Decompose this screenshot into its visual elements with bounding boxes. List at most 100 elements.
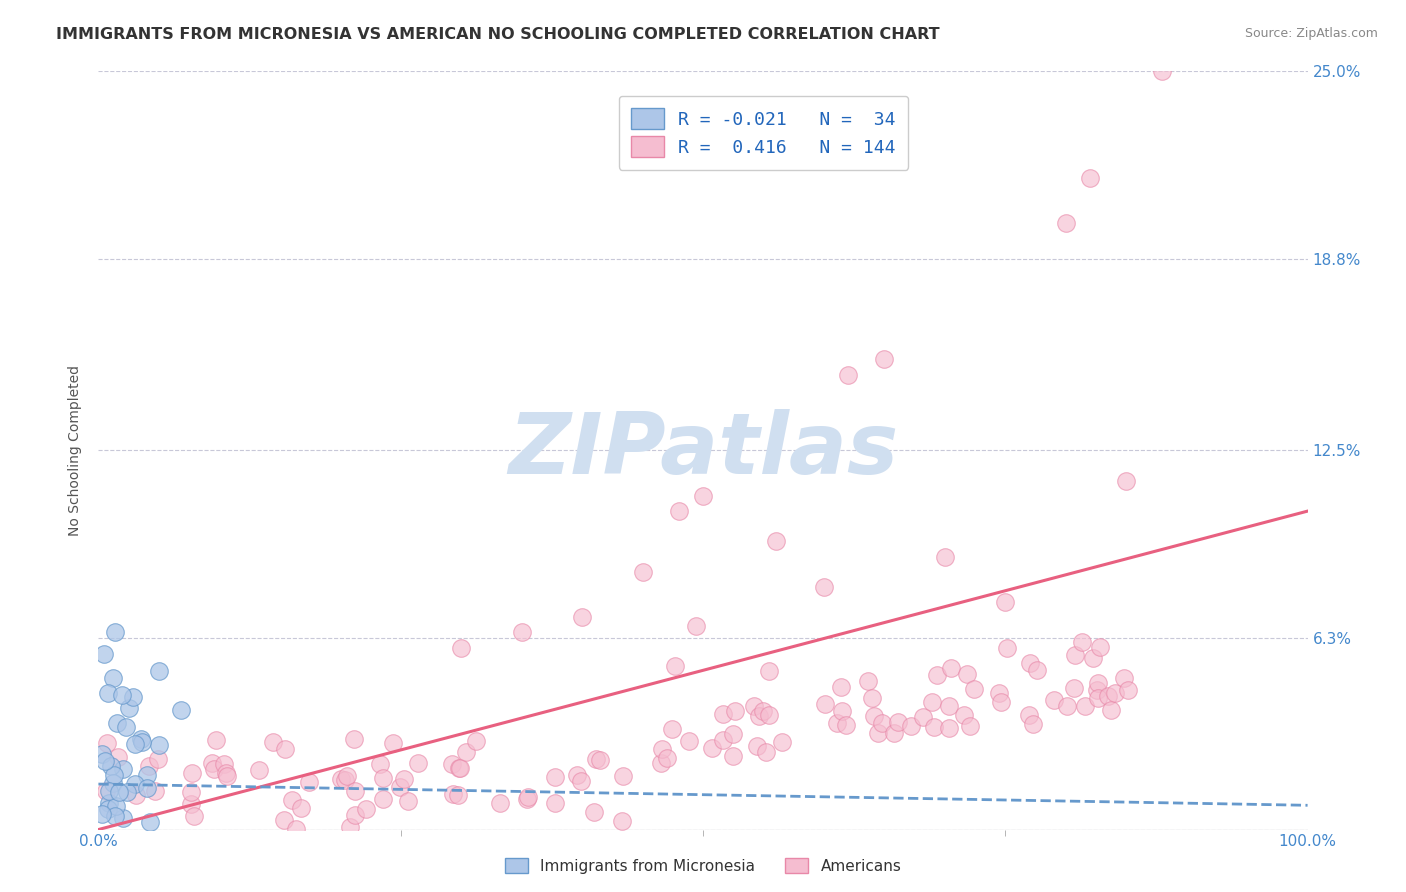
Point bbox=[91, 807, 114, 822]
Point bbox=[565, 768, 588, 782]
Point bbox=[938, 698, 960, 713]
Point bbox=[371, 772, 394, 786]
Point bbox=[664, 659, 686, 673]
Point bbox=[101, 671, 124, 685]
Point bbox=[758, 708, 780, 723]
Point bbox=[454, 746, 477, 760]
Point bbox=[589, 753, 612, 767]
Point bbox=[284, 822, 307, 837]
Point bbox=[1026, 664, 1049, 678]
Point bbox=[122, 690, 145, 705]
Point bbox=[1021, 716, 1043, 731]
Point bbox=[96, 736, 118, 750]
Point bbox=[212, 756, 235, 771]
Point bbox=[516, 791, 538, 805]
Point bbox=[392, 772, 415, 786]
Point bbox=[1087, 690, 1109, 705]
Point bbox=[488, 796, 510, 810]
Point bbox=[356, 802, 378, 816]
Point bbox=[1097, 690, 1119, 704]
Point bbox=[834, 718, 856, 732]
Point bbox=[96, 784, 118, 798]
Point bbox=[510, 625, 533, 640]
Point bbox=[1063, 681, 1085, 695]
Point bbox=[631, 565, 654, 579]
Point bbox=[1116, 682, 1139, 697]
Point bbox=[180, 785, 202, 799]
Point bbox=[1070, 635, 1092, 649]
Point bbox=[131, 735, 153, 749]
Point bbox=[685, 619, 707, 633]
Point bbox=[124, 777, 146, 791]
Point bbox=[724, 704, 747, 718]
Point bbox=[1088, 640, 1111, 654]
Point bbox=[711, 707, 734, 722]
Point bbox=[330, 772, 353, 787]
Point bbox=[813, 580, 835, 594]
Point bbox=[215, 765, 238, 780]
Point bbox=[870, 716, 893, 731]
Point bbox=[742, 698, 765, 713]
Point bbox=[112, 811, 135, 825]
Point bbox=[612, 769, 634, 783]
Point bbox=[814, 698, 837, 712]
Point bbox=[661, 722, 683, 736]
Point bbox=[1018, 708, 1040, 723]
Point bbox=[610, 814, 633, 829]
Point bbox=[1043, 693, 1066, 707]
Point bbox=[97, 802, 120, 816]
Point bbox=[101, 776, 124, 790]
Point bbox=[1085, 682, 1108, 697]
Point bbox=[1115, 474, 1137, 488]
Point bbox=[745, 739, 768, 753]
Point bbox=[1078, 170, 1101, 185]
Point bbox=[169, 703, 191, 717]
Point bbox=[1081, 650, 1104, 665]
Point bbox=[963, 681, 986, 696]
Point bbox=[751, 704, 773, 718]
Point bbox=[382, 736, 405, 750]
Point bbox=[1112, 671, 1135, 685]
Point bbox=[146, 752, 169, 766]
Point bbox=[941, 660, 963, 674]
Point bbox=[465, 734, 488, 748]
Point bbox=[856, 673, 879, 688]
Point bbox=[921, 695, 943, 709]
Point bbox=[863, 708, 886, 723]
Y-axis label: No Schooling Completed: No Schooling Completed bbox=[69, 365, 83, 536]
Point bbox=[765, 534, 787, 549]
Point bbox=[111, 762, 134, 776]
Point bbox=[94, 754, 117, 768]
Point bbox=[825, 715, 848, 730]
Point bbox=[1104, 686, 1126, 700]
Point bbox=[440, 756, 463, 771]
Point bbox=[202, 762, 225, 776]
Point bbox=[770, 735, 793, 749]
Point bbox=[183, 808, 205, 822]
Point bbox=[97, 796, 120, 810]
Point bbox=[934, 549, 956, 564]
Point bbox=[125, 788, 148, 802]
Point bbox=[1064, 648, 1087, 662]
Point bbox=[290, 801, 312, 815]
Point bbox=[862, 690, 884, 705]
Point bbox=[721, 749, 744, 764]
Point bbox=[100, 759, 122, 773]
Point bbox=[298, 774, 321, 789]
Point bbox=[748, 708, 770, 723]
Point bbox=[447, 789, 470, 803]
Point bbox=[129, 731, 152, 746]
Point bbox=[181, 766, 204, 780]
Point bbox=[274, 741, 297, 756]
Point bbox=[544, 770, 567, 784]
Point bbox=[831, 704, 853, 718]
Point bbox=[103, 767, 125, 781]
Point bbox=[406, 756, 429, 771]
Text: Source: ZipAtlas.com: Source: ZipAtlas.com bbox=[1244, 27, 1378, 40]
Point bbox=[124, 737, 146, 751]
Point bbox=[837, 368, 859, 382]
Point bbox=[956, 666, 979, 681]
Point bbox=[655, 750, 678, 764]
Point bbox=[1056, 699, 1078, 714]
Point bbox=[449, 761, 471, 775]
